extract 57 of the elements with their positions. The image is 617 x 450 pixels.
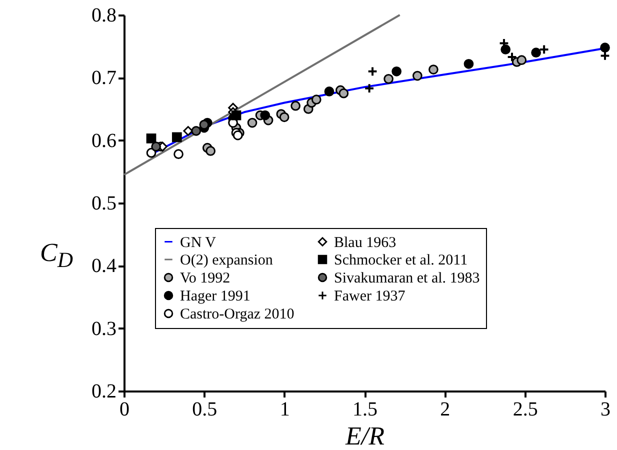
point — [516, 55, 527, 66]
y-tick-label: 0.6 — [92, 130, 116, 152]
point — [290, 100, 300, 111]
point — [174, 149, 184, 160]
point — [146, 148, 156, 158]
y-tick-label: 0.4 — [92, 255, 116, 278]
point — [231, 110, 242, 120]
point — [338, 88, 349, 98]
point — [384, 74, 394, 84]
point — [206, 146, 216, 156]
point — [600, 42, 610, 53]
y-tick-label: 0.5 — [92, 192, 116, 214]
point — [600, 50, 610, 61]
point — [464, 58, 474, 69]
x-tick-label: 3 — [600, 398, 610, 420]
point — [172, 132, 182, 142]
y-tick-label: 0.3 — [92, 318, 116, 340]
x-tick-label: 0 — [120, 398, 130, 420]
point — [364, 83, 374, 94]
point — [191, 126, 202, 136]
point — [506, 52, 518, 62]
point — [500, 44, 511, 54]
x-tick-label: 1 — [280, 398, 290, 420]
legend-label: Sivakumaran et al. 1983 — [334, 270, 480, 286]
point — [311, 94, 322, 105]
legend-label: GN V — [180, 234, 216, 251]
point — [367, 66, 378, 77]
y-axis-title: C$_{D}$ — [40, 238, 73, 274]
point — [412, 70, 422, 81]
legend-label: Blau 1963 — [334, 234, 396, 251]
legend-label: O(2) expansion — [180, 252, 274, 268]
legend-label: Hager 1991 — [180, 288, 250, 304]
x-tick-label: 2.5 — [512, 398, 538, 420]
legend-label: Fawer 1937 — [334, 288, 406, 304]
y-tick-label: 0.2 — [92, 380, 116, 402]
point — [324, 86, 334, 96]
point — [146, 134, 156, 144]
point — [183, 126, 194, 136]
point — [199, 120, 210, 130]
point — [247, 118, 258, 128]
point — [260, 110, 270, 120]
point — [392, 66, 402, 76]
point — [538, 44, 550, 55]
point — [232, 130, 243, 140]
x-tick-label: 0.5 — [192, 398, 218, 420]
point — [531, 48, 541, 58]
x-tick-label: 1.5 — [352, 398, 378, 420]
legend-label: Vo 1992 — [180, 270, 230, 286]
point — [151, 142, 161, 152]
x-axis-title: E/R — [344, 422, 385, 450]
legend-label: Schmocker et al. 2011 — [334, 252, 468, 268]
y-tick-label: 0.7 — [92, 67, 116, 90]
point — [279, 112, 290, 122]
point — [428, 64, 438, 74]
x-tick-label: 2 — [440, 398, 450, 420]
y-tick-label: 0.8 — [92, 4, 116, 26]
legend-label: Castro-Orgaz 2010 — [180, 306, 294, 322]
